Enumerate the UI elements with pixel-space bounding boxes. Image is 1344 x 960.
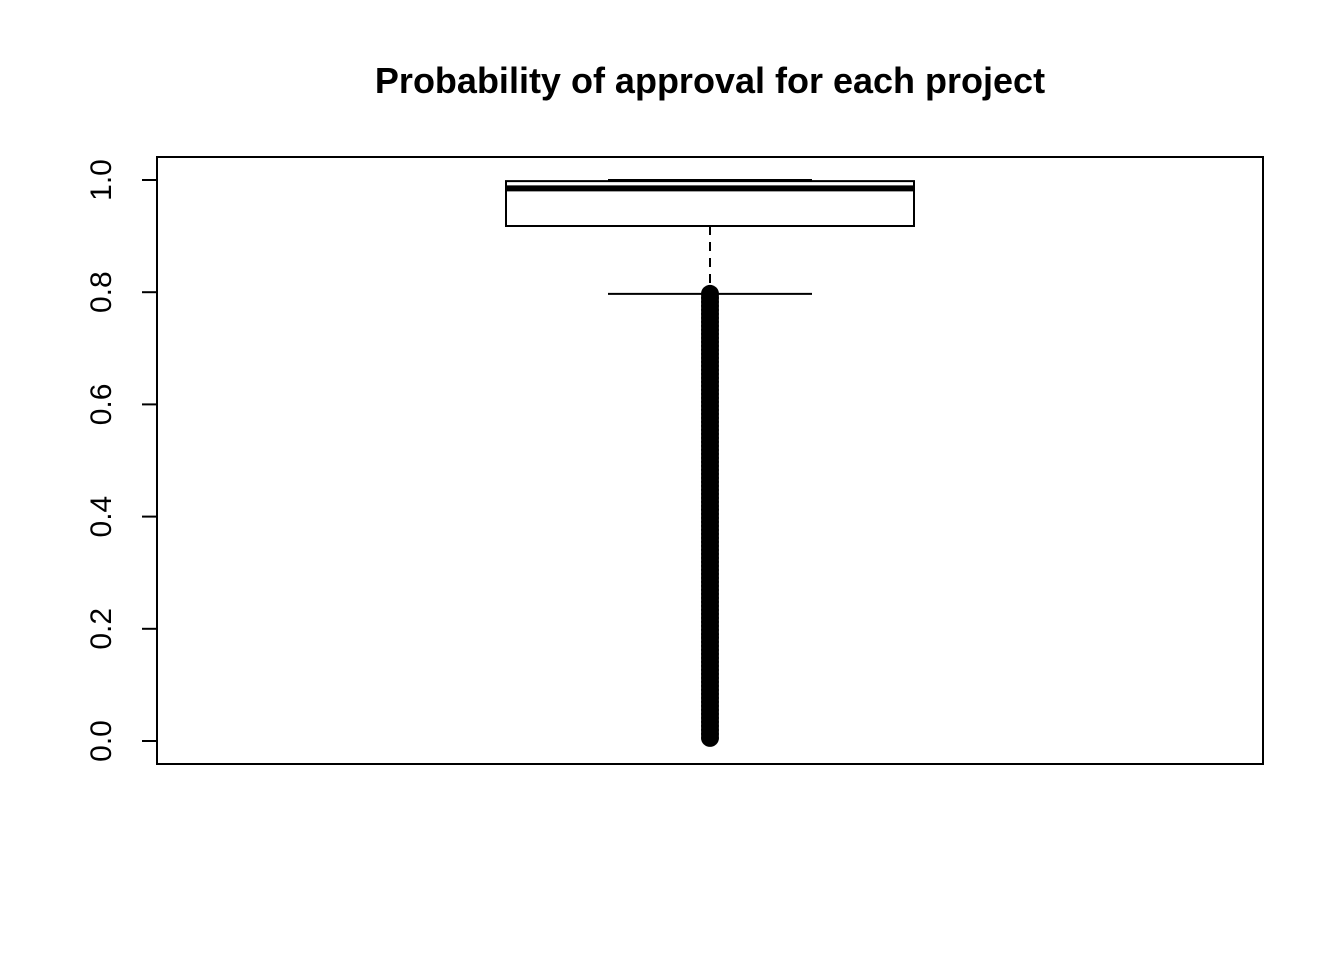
y-tick-label: 0.0 — [85, 720, 118, 762]
y-tick-label: 0.2 — [85, 608, 118, 650]
y-tick-label: 1.0 — [85, 159, 118, 201]
box-group — [505, 179, 915, 747]
outlier-point — [701, 728, 719, 747]
y-axis: 0.0 0.2 0.4 0.6 0.8 1.0 — [85, 159, 158, 762]
y-tick-label: 0.4 — [85, 496, 118, 538]
y-tick-label: 0.8 — [85, 271, 118, 313]
chart-title: Probability of approval for each project — [375, 60, 1045, 101]
y-tick-label: 0.6 — [85, 384, 118, 426]
